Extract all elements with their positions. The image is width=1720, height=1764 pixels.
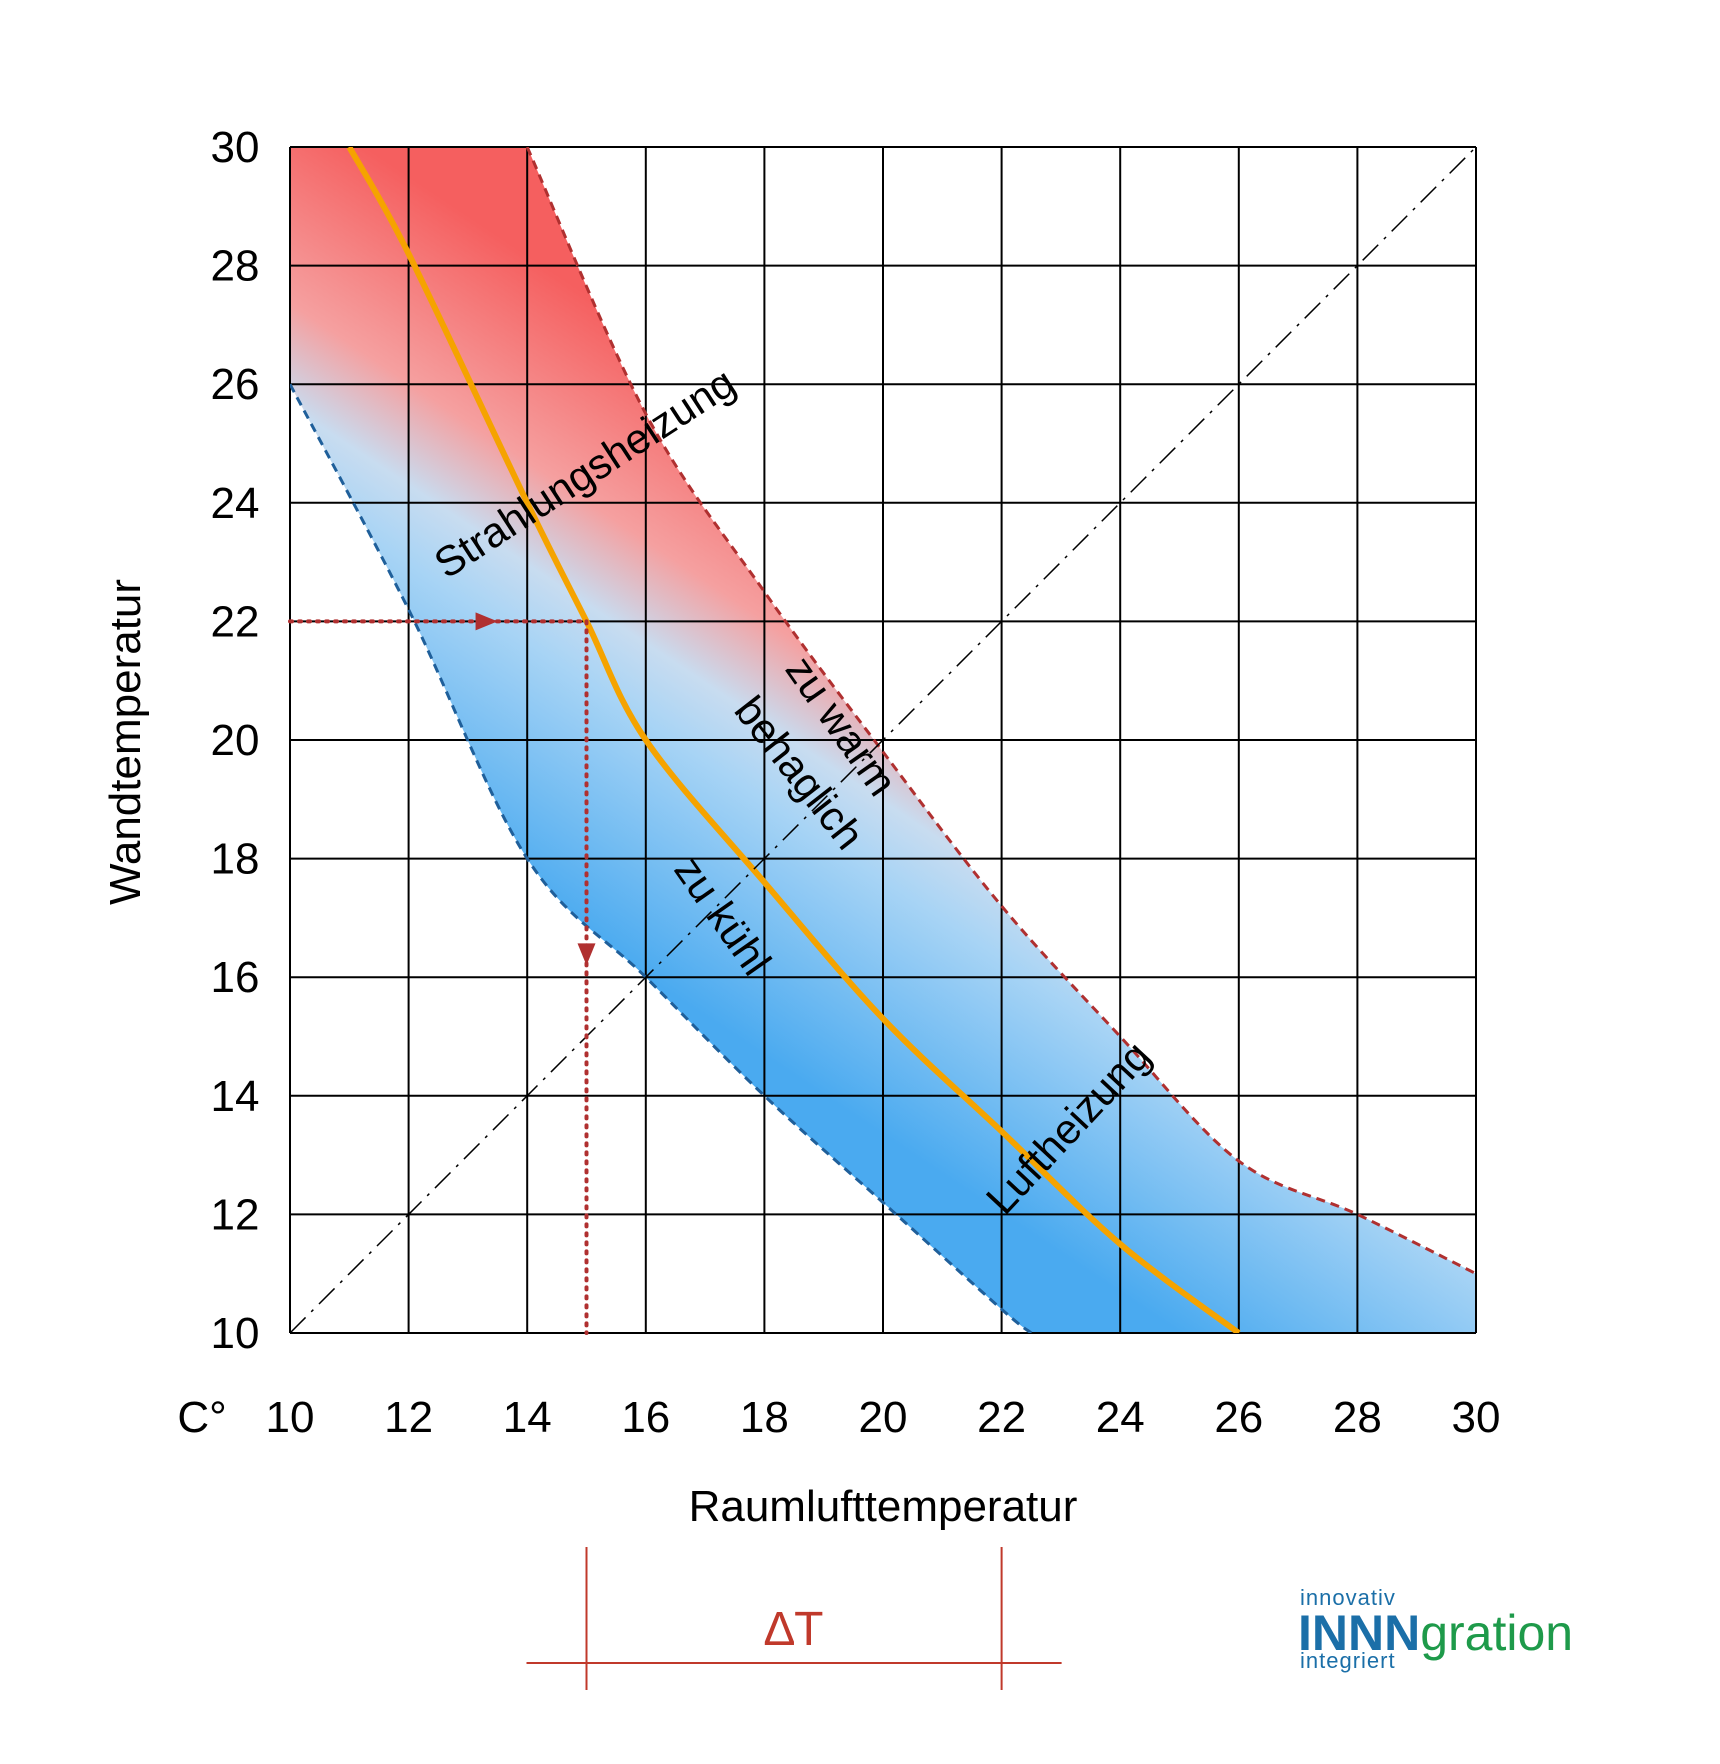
y-tick-label: 28 [211,242,260,291]
x-tick-label: 20 [859,1393,908,1442]
tick-labels: 10 12 14 16 18 20 22 24 26 28 30 10 12 14 16 18 20 22 24 26… [211,123,1501,1442]
series-behaglich-line [346,147,1241,1333]
x-tick-label: 12 [384,1393,433,1442]
x-tick-label: 28 [1333,1393,1382,1442]
y-tick-label: 24 [211,479,260,528]
y-tick-label: 30 [211,123,260,172]
y-tick-label: 20 [211,716,260,765]
x-tick-label: 30 [1452,1393,1501,1442]
x-axis-title: Raumlufttemperatur [689,1482,1078,1531]
y-axis-title: Wandtemperatur [101,579,150,905]
logo-brand-part1: INNN [1298,1605,1420,1661]
comfort-band [290,147,1476,1333]
unit-label: C° [177,1393,226,1442]
band-fill [290,147,1476,1333]
logo-brand: INNNgration [1298,1605,1573,1661]
logo-tagline-bottom: integriert [1300,1648,1396,1673]
example-arrow-right [475,612,498,631]
y-tick-label: 12 [211,1190,260,1239]
y-tick-label: 16 [211,953,260,1002]
x-tick-label: 16 [621,1393,670,1442]
y-tick-label: 26 [211,360,260,409]
delta-t-indicator: ∆T [526,1547,1062,1690]
x-tick-label: 10 [266,1393,315,1442]
y-tick-label: 22 [211,597,260,646]
x-tick-label: 18 [740,1393,789,1442]
series-diagonal-line [290,147,1476,1333]
y-tick-label: 14 [211,1072,260,1121]
example-arrow-down [577,943,596,966]
delta-t-label: ∆T [765,1603,824,1656]
x-tick-label: 14 [503,1393,552,1442]
x-tick-label: 22 [977,1393,1026,1442]
y-tick-label: 10 [211,1309,260,1358]
y-tick-label: 18 [211,835,260,884]
logo-tagline-top: innovativ [1300,1585,1396,1610]
x-tick-label: 26 [1214,1393,1263,1442]
series-zu-warm-line [525,147,1476,1276]
logo-brand-part2: gration [1420,1605,1573,1661]
x-tick-label: 24 [1096,1393,1145,1442]
example-lines [288,612,596,1335]
brand-logo: innovativ INNNgration integriert [1298,1585,1573,1673]
curves [290,147,1476,1333]
